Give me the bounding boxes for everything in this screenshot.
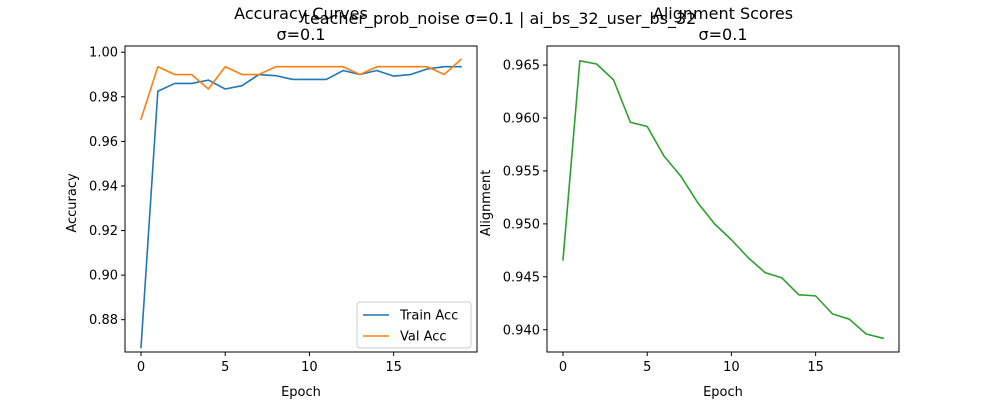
accuracy-x-axis-label: Epoch bbox=[281, 385, 321, 400]
accuracy-y-tick-label: 0.98 bbox=[89, 90, 118, 105]
alignment-series-line-alignment bbox=[562, 60, 884, 340]
accuracy-chart-title: Accuracy Curves bbox=[234, 4, 368, 23]
legend-label-train: Train Acc bbox=[399, 309, 458, 324]
alignment-ticks: 0 5 10 15 0.940 0.945 0.950 0.955 0.960 0.965 bbox=[503, 59, 824, 375]
alignment-panel: Alignment Scores σ=0.1 0 5 10 150.9400.9450… bbox=[479, 4, 900, 400]
accuracy-y-tick-label: 0.96 bbox=[89, 135, 118, 150]
accuracy-series-line-val bbox=[139, 58, 463, 121]
accuracy-chart-subtitle: σ=0.1 bbox=[277, 25, 326, 44]
alignment-x-tick-label: 15 bbox=[807, 360, 824, 375]
alignment-x-tick-label: 5 bbox=[643, 360, 651, 375]
accuracy-x-tick-label: 10 bbox=[301, 360, 318, 375]
accuracy-x-tick-label: 15 bbox=[385, 360, 402, 375]
accuracy-y-tick-label: 1.00 bbox=[89, 46, 118, 61]
alignment-chart-title: Alignment Scores bbox=[653, 4, 793, 23]
alignment-chart-subtitle: σ=0.1 bbox=[699, 25, 748, 44]
alignment-y-tick-label: 0.945 bbox=[503, 270, 540, 285]
legend-label-val: Val Acc bbox=[400, 330, 447, 345]
accuracy-lines bbox=[139, 58, 463, 349]
alignment-y-tick-label: 0.950 bbox=[503, 217, 540, 232]
alignment-y-tick-label: 0.955 bbox=[503, 164, 540, 179]
alignment-y-axis-label: Alignment bbox=[479, 170, 494, 237]
alignment-plot-frame bbox=[546, 45, 900, 353]
accuracy-x-tick-label: 5 bbox=[221, 360, 229, 375]
accuracy-x-tick-label: 0 bbox=[137, 360, 145, 375]
alignment-y-tick-label: 0.960 bbox=[503, 112, 540, 127]
alignment-x-tick-label: 10 bbox=[723, 360, 740, 375]
accuracy-y-tick-label: 0.90 bbox=[89, 269, 118, 284]
alignment-y-tick-label: 0.965 bbox=[503, 59, 540, 74]
alignment-y-tick-label: 0.940 bbox=[503, 323, 540, 338]
accuracy-ticks: 0 5 10 15 0.88 0.90 0.92 0.94 0.96 0.98 1.00 bbox=[89, 46, 402, 375]
accuracy-legend: Train Acc Val Acc bbox=[356, 301, 472, 349]
accuracy-y-tick-label: 0.94 bbox=[89, 179, 118, 194]
accuracy-plot-frame bbox=[124, 45, 478, 353]
accuracy-y-tick-label: 0.92 bbox=[89, 224, 118, 239]
accuracy-y-axis-label: Accuracy bbox=[65, 173, 80, 233]
figure-suptitle: teacher_prob_noise σ=0.1 | ai_bs_32_user… bbox=[304, 9, 697, 29]
accuracy-y-tick-label: 0.88 bbox=[89, 313, 118, 328]
alignment-x-tick-label: 0 bbox=[559, 360, 567, 375]
alignment-lines bbox=[562, 60, 884, 340]
alignment-x-axis-label: Epoch bbox=[703, 385, 743, 400]
accuracy-series-line-train bbox=[140, 65, 462, 349]
accuracy-panel: Accuracy Curves σ=0.1 0 5 10 15 0.88 0.90 0.92… bbox=[65, 4, 478, 400]
